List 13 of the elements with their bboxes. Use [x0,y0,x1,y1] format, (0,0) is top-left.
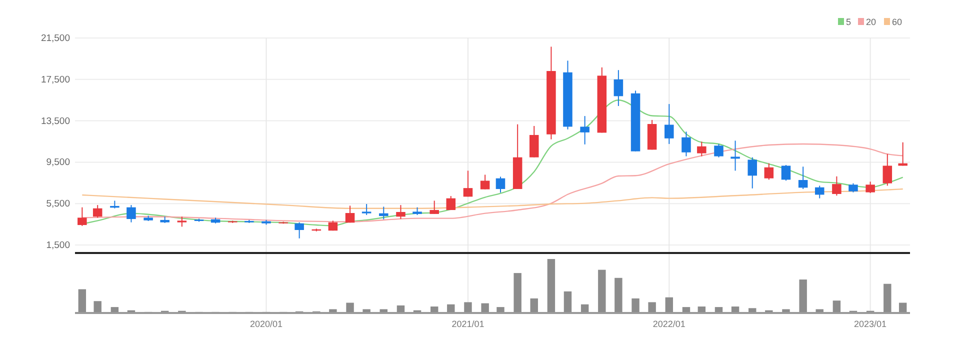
y-tick-label: 5,500 [46,198,70,210]
x-tick-label: 2022/01 [652,319,686,329]
x-tick-label: 2020/01 [250,319,283,329]
y-tick-label: 17,500 [40,74,70,86]
y-tick-label: 9,500 [46,157,70,168]
legend-label: 5 [846,17,852,27]
y-tick-label: 1,500 [46,240,70,251]
legend-label: 60 [892,17,902,27]
legend-label: 20 [866,17,876,27]
x-tick-label: 2021/01 [452,319,484,329]
y-tick-label: 13,500 [40,116,70,127]
y-tick-label: 21,500 [40,33,70,44]
x-tick-label: 2023/01 [854,319,887,329]
